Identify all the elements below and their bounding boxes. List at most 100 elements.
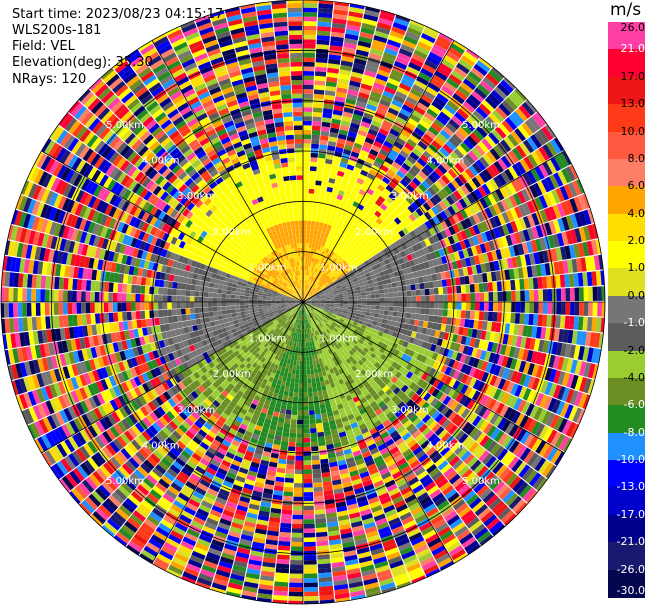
velocity-gate (500, 139, 512, 153)
velocity-gate (468, 150, 479, 162)
velocity-gate (359, 125, 369, 133)
velocity-gate (431, 170, 441, 181)
velocity-gate (323, 167, 331, 174)
velocity-gate (552, 219, 561, 234)
velocity-gate (394, 17, 410, 27)
velocity-gate (312, 116, 322, 122)
velocity-gate (307, 211, 313, 217)
velocity-gate (356, 292, 362, 297)
velocity-gate (592, 286, 598, 301)
velocity-gate (311, 281, 315, 287)
velocity-gate (440, 161, 451, 172)
velocity-gate (357, 244, 364, 251)
velocity-gate (409, 57, 424, 68)
velocity-gate (365, 311, 371, 316)
velocity-gate (425, 253, 433, 261)
velocity-gate (544, 207, 553, 222)
velocity-gate (350, 76, 362, 83)
velocity-gate (394, 259, 401, 266)
velocity-gate (424, 189, 433, 199)
velocity-gate (387, 315, 393, 321)
velocity-gate (313, 277, 317, 283)
velocity-gate (456, 187, 466, 198)
velocity-gate (314, 253, 319, 259)
velocity-gate (533, 289, 539, 302)
velocity-gate (471, 147, 482, 159)
velocity-gate (284, 482, 294, 488)
velocity-gate (335, 213, 342, 220)
velocity-gate (289, 578, 303, 583)
velocity-gate (365, 263, 372, 269)
velocity-gate (597, 286, 602, 301)
velocity-gate (546, 314, 552, 328)
velocity-gate (483, 282, 489, 292)
velocity-gate (313, 258, 317, 264)
velocity-gate (415, 264, 421, 272)
velocity-gate (496, 173, 507, 186)
velocity-gate (453, 148, 465, 159)
velocity-gate (534, 166, 545, 180)
velocity-gate (331, 270, 337, 275)
velocity-gate (291, 541, 303, 547)
velocity-gate (565, 302, 571, 315)
velocity-gate (382, 188, 391, 197)
velocity-gate (315, 221, 320, 227)
velocity-gate (370, 274, 377, 280)
velocity-gate (364, 137, 375, 145)
velocity-gate (414, 283, 421, 290)
velocity-gate (572, 180, 582, 196)
velocity-gate (374, 313, 380, 318)
velocity-gate (453, 66, 468, 78)
velocity-gate (515, 161, 527, 175)
velocity-gate (292, 396, 298, 402)
velocity-gate (460, 123, 473, 135)
velocity-gate (405, 171, 415, 181)
velocity-gate (308, 396, 314, 402)
velocity-gate (458, 58, 473, 71)
velocity-gate (303, 75, 314, 81)
velocity-gate (294, 473, 303, 479)
velocity-gate (348, 11, 364, 19)
velocity-gate (501, 236, 509, 248)
velocity-gate (376, 276, 382, 282)
velocity-gate (315, 518, 327, 524)
velocity-gate (331, 192, 338, 199)
velocity-gate (311, 297, 316, 300)
velocity-gate (314, 84, 325, 91)
velocity-gate (303, 102, 313, 108)
velocity-gate (303, 52, 316, 58)
velocity-gate (398, 48, 413, 58)
velocity-gate (393, 173, 403, 182)
velocity-gate (505, 209, 515, 222)
velocity-gate (321, 126, 330, 132)
velocity-gate (409, 113, 421, 123)
velocity-gate (310, 271, 313, 277)
velocity-gate (410, 20, 425, 29)
velocity-gate (478, 103, 492, 116)
velocity-gate (316, 422, 323, 429)
velocity-gate (337, 133, 347, 140)
velocity-gate (303, 537, 316, 543)
velocity-gate (297, 356, 301, 361)
velocity-gate (309, 291, 313, 296)
velocity-gate (313, 482, 323, 488)
velocity-gate (303, 342, 306, 348)
velocity-gate (369, 148, 379, 157)
velocity-gate (303, 483, 313, 488)
velocity-gate (484, 230, 493, 242)
velocity-gate (529, 184, 539, 198)
velocity-gate (411, 307, 417, 314)
velocity-gate (459, 240, 467, 250)
velocity-gate (316, 235, 321, 241)
velocity-gate (312, 288, 316, 293)
velocity-gate (526, 136, 538, 151)
velocity-gate (416, 101, 429, 112)
velocity-gate (417, 256, 424, 264)
velocity-gate (325, 276, 330, 281)
velocity-gate (315, 53, 329, 59)
velocity-gate (509, 208, 519, 221)
velocity-gate (427, 160, 437, 171)
velocity-gate (335, 233, 342, 240)
velocity-gate (380, 94, 393, 103)
velocity-gate (357, 302, 362, 305)
